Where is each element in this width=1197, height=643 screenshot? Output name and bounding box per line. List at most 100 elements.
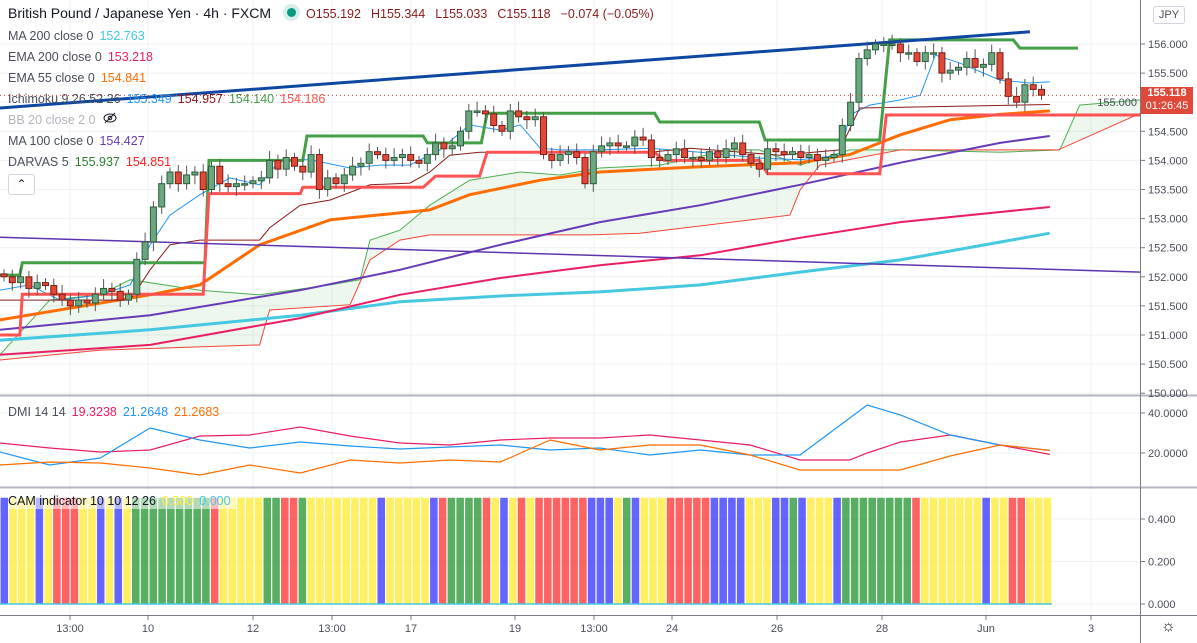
overlay-ema-55 [0,109,1050,322]
candle-up [249,180,257,185]
dmi-label: DMI 14 14 [8,405,66,419]
candle-up [930,52,938,55]
indicator-label: EMA 200 close 0 [8,50,102,64]
candle-up [257,177,265,182]
cam-bar [184,497,193,604]
price-tick-label: 151.500 [1148,301,1188,313]
cam-bar [798,497,806,604]
indicator-legend-row[interactable]: MA 100 close 0 154.427 [8,133,151,149]
indicator-value: 152.763 [99,29,145,43]
indicator-legend-row[interactable]: MA 200 close 0 152.763 [8,28,151,44]
ohlc-high: H155.344 [370,7,426,21]
cam-bar [26,497,35,604]
candle-down [772,148,780,153]
currency-badge[interactable]: JPY [1153,6,1185,24]
time-tick-label: 12 [247,623,259,635]
cam-bar [544,497,552,604]
cam-bar [763,497,771,604]
indicator-value: 155.937 [74,155,120,169]
bar-countdown: 01:26:45 [1145,100,1189,112]
cam-bar [701,497,710,604]
candle-up [905,52,913,55]
time-tick-label: 3 [1088,623,1094,635]
candle-down [1029,84,1037,90]
cam-bar [272,497,280,604]
candle-up [349,165,357,176]
cam-bar [35,497,44,604]
indicator-legend-row[interactable]: EMA 200 close 0 153.218 [8,49,159,65]
time-tick-label: 10 [142,623,154,635]
candle-up [764,148,772,170]
eye-slash-icon[interactable] [102,112,118,127]
collapse-legend-button[interactable]: ⌃ [8,174,35,195]
cam-bar [9,497,17,604]
price-tick-label: 150.500 [1148,359,1188,371]
candle-up [1021,84,1029,103]
dmi-legend[interactable]: DMI 14 14 19.3238 21.2648 21.2683 [8,404,225,420]
candle-up [872,43,879,51]
cam-bar [631,497,640,604]
candle-up [822,156,830,161]
candle-up [125,293,132,301]
indicator-value: 154.851 [125,155,172,169]
cam-bar [956,497,964,604]
overlay-ema-200 [0,206,1050,356]
candle-down [1013,95,1021,103]
candle-down [797,151,805,158]
cam-bar [254,497,263,604]
cam-bar [552,497,561,604]
gear-icon[interactable]: ☼ [1161,618,1176,635]
cam-bar [412,497,421,604]
cam-bar [789,497,798,604]
dmi-value: 21.2683 [174,405,220,419]
candle-up [340,174,348,185]
indicator-label: BB 20 close 2 0 [8,113,96,127]
candle-down [382,154,390,161]
cam-bar [614,497,622,604]
candle-down [523,116,531,121]
candle-down [1004,78,1012,97]
cam-bar [210,497,219,604]
candle-up [158,183,166,208]
symbol-title[interactable]: British Pound / Japanese Yen · 4h · FXCM [8,5,272,21]
cam-bar [202,497,210,604]
trendline [0,30,1031,110]
indicator-legend-row[interactable]: Ichimoku 9 26 52 26 155.349 154.957 154.140… [8,91,331,107]
candle-up [888,43,896,46]
indicator-legend-row[interactable]: DARVAS 5 155.937 154.851 [8,154,177,170]
candle-up [91,293,99,304]
cam-bar [438,497,447,604]
cam-bar [596,497,605,604]
cam-legend[interactable]: CAM indicator 10 10 12 26 0.500 0.000 [8,493,237,509]
cam-bar [219,497,228,604]
price-axis[interactable]: 156.000 155.500 155.000 154.500 154.000 153.5… [1097,39,1188,611]
time-axis[interactable]: 13:00 10 12 13:00 17 19 13:00 24 26 28 Jun 3 [56,615,1094,635]
cam-bar [771,497,780,604]
trendline [0,236,1141,273]
candle-up [166,171,174,185]
candle-up [963,58,971,68]
candle-up [357,162,365,167]
cam-bar [780,497,789,604]
candle-down [8,276,16,284]
cam-bar [842,497,850,604]
indicator-legend-row[interactable]: EMA 55 close 0 154.841 [8,70,152,86]
cam-bar [684,497,692,604]
candle-down [490,113,498,126]
candle-up [232,183,240,188]
indicator-legend-row[interactable]: BB 20 close 2 0 [8,112,124,128]
cam-bar [245,497,254,604]
candle-up [282,156,290,170]
candles [0,34,1045,316]
cam-bar [359,497,368,604]
candle-down [697,156,705,161]
cloud-fill [0,99,1141,360]
candle-up [473,110,481,113]
candle-up [946,69,954,74]
time-tick-label: 13:00 [318,623,346,635]
candle-up [838,124,846,156]
cam-bar [1026,497,1034,604]
cam-bar [754,497,762,604]
indicator-label: MA 100 close 0 [8,134,94,148]
